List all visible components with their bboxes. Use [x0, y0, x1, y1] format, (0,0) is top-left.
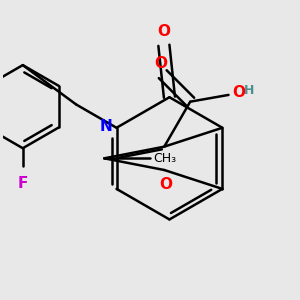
Text: N: N [99, 119, 112, 134]
Text: F: F [18, 176, 28, 191]
Text: H: H [244, 84, 254, 97]
Text: O: O [154, 56, 167, 71]
Text: O: O [232, 85, 245, 100]
Text: O: O [158, 24, 170, 39]
Text: O: O [159, 177, 172, 192]
Text: CH₃: CH₃ [153, 152, 177, 165]
